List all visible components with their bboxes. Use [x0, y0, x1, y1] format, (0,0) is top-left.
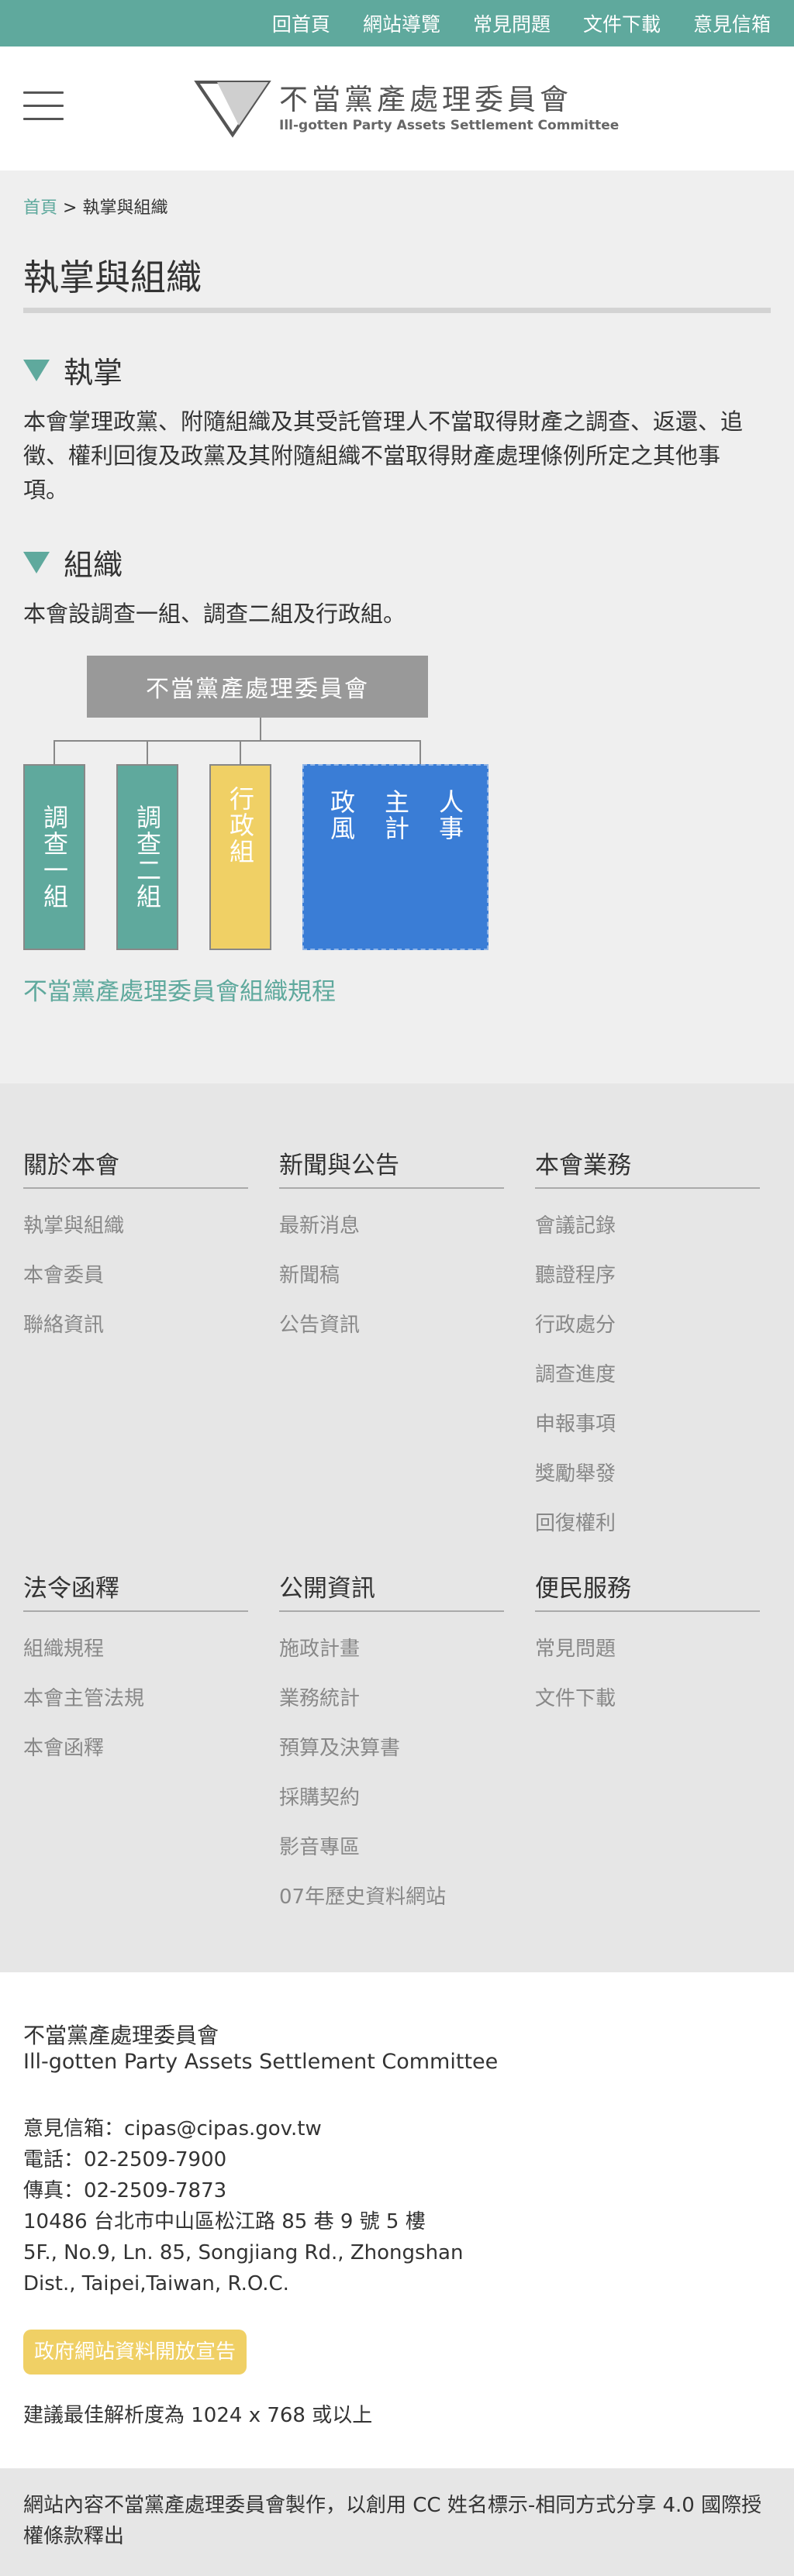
top-nav-faq[interactable]: 常見問題	[472, 13, 551, 36]
footer-org-name-en: Ill-gotten Party Assets Settlement Commi…	[23, 2050, 499, 2074]
org-chart-root: 不當黨產處理委員會	[87, 656, 428, 718]
breadcrumb: 首頁 > 執掌與組織	[23, 194, 167, 219]
footer-link[interactable]: 本會委員	[23, 1264, 105, 1287]
org-chart-connector	[54, 740, 55, 764]
section-duties-text: 本會掌理政黨、附隨組織及其受託管理人不當取得財產之調查、返還、追徵、權利回復及政…	[23, 408, 744, 503]
footer-col-about: 關於本會 執掌與組織 本會委員 聯絡資訊	[23, 1145, 248, 1350]
org-chart-connector	[419, 740, 421, 764]
section-org-text: 本會設調查一組、調查二組及行政組。	[23, 601, 406, 627]
footer-link[interactable]: 會議記錄	[535, 1214, 616, 1238]
org-chart-connector	[147, 740, 148, 764]
footer-col-title: 本會業務	[535, 1145, 760, 1189]
footer-link[interactable]: 回復權利	[535, 1512, 616, 1535]
footer-address-zh: 10486 台北市中山區松江路 85 巷 9 號 5 樓	[23, 2210, 426, 2233]
footer-link[interactable]: 常見問題	[535, 1638, 616, 1661]
section-org-title: 組織	[64, 548, 123, 582]
footer-link[interactable]: 新聞稿	[279, 1264, 340, 1287]
footer-link[interactable]: 施政計畫	[279, 1638, 361, 1661]
org-staff-ethics: 政風	[326, 789, 356, 842]
open-data-declaration-button[interactable]: 政府網站資料開放宣告	[23, 2330, 247, 2375]
logo-title-zh: 不當黨產處理委員會	[279, 83, 572, 116]
footer-col-news: 新聞與公告 最新消息 新聞稿 公告資訊	[279, 1145, 504, 1350]
footer-link[interactable]: 聽證程序	[535, 1264, 616, 1287]
footer-fax: 傳真：02-2509-7873	[23, 2179, 227, 2202]
footer-nav: 關於本會 執掌與組織 本會委員 聯絡資訊 新聞與公告 最新消息 新聞稿 公告資訊…	[0, 1083, 794, 1972]
org-unit-administration[interactable]: 行政組	[209, 764, 271, 950]
triangle-down-icon	[23, 551, 50, 573]
footer-link[interactable]: 預算及決算書	[279, 1737, 401, 1760]
org-unit-label: 調查一組	[40, 804, 69, 910]
org-unit-staff[interactable]: 人事 主計 政風	[302, 764, 488, 950]
footer-col-title: 公開資訊	[279, 1569, 504, 1612]
footer-col-services: 便民服務 常見問題 文件下載	[535, 1569, 760, 1724]
footer-col-business: 本會業務 會議記錄 聽證程序 行政處分 調查進度 申報事項 獎勵舉發 回復權利	[535, 1145, 760, 1548]
site-header: 不當黨產處理委員會 Ill-gotten Party Assets Settle…	[0, 46, 794, 170]
footer-info: 不當黨產處理委員會 Ill-gotten Party Assets Settle…	[0, 1972, 794, 2468]
top-nav-downloads[interactable]: 文件下載	[582, 13, 661, 36]
top-nav-feedback[interactable]: 意見信箱	[692, 13, 771, 36]
breadcrumb-separator: >	[63, 198, 78, 218]
org-staff-accounting: 主計	[381, 789, 410, 842]
logo-triangle-icon	[194, 81, 271, 138]
footer-phone: 電話：02-2509-7900	[23, 2148, 227, 2171]
triangle-down-icon	[23, 359, 50, 381]
footer-link[interactable]: 本會函釋	[23, 1737, 105, 1760]
footer-link[interactable]: 最新消息	[279, 1214, 361, 1238]
footer-copyright: 網站內容不當黨產處理委員會製作，以創用 CC 姓名標示-相同方式分享 4.0 國…	[0, 2468, 794, 2576]
footer-org-name-zh: 不當黨產處理委員會	[23, 2023, 219, 2048]
org-unit-label: 行政組	[226, 786, 255, 865]
section-org-heading: 組織	[23, 541, 123, 584]
top-nav-sitemap[interactable]: 網站導覽	[362, 13, 440, 36]
hamburger-icon[interactable]	[23, 91, 64, 122]
footer-address-en-line1: 5F., No.9, Ln. 85, Songjiang Rd., Zhongs…	[23, 2241, 464, 2264]
footer-link[interactable]: 調查進度	[535, 1363, 616, 1386]
footer-link[interactable]: 獎勵舉發	[535, 1462, 616, 1486]
breadcrumb-home[interactable]: 首頁	[23, 198, 58, 218]
footer-link[interactable]: 本會主管法規	[23, 1687, 145, 1710]
footer-col-title: 便民服務	[535, 1569, 760, 1612]
footer-link[interactable]: 07年歷史資料網站	[279, 1886, 447, 1909]
top-nav: 回首頁 網站導覽 常見問題 文件下載 意見信箱	[0, 0, 794, 46]
org-chart-connector	[260, 718, 261, 741]
org-chart-connector	[240, 740, 241, 764]
org-unit-investigation-2[interactable]: 調查二組	[116, 764, 178, 950]
footer-col-public-info: 公開資訊 施政計畫 業務統計 預算及決算書 採購契約 影音專區 07年歷史資料網…	[279, 1569, 504, 1922]
org-chart-connector	[54, 740, 421, 742]
footer-link[interactable]: 聯絡資訊	[23, 1314, 105, 1337]
footer-link[interactable]: 行政處分	[535, 1314, 616, 1337]
main-content: 首頁 > 執掌與組織 執掌與組織 執掌 本會掌理政黨、附隨組織及其受託管理人不當…	[0, 170, 794, 1083]
org-unit-investigation-1[interactable]: 調查一組	[23, 764, 85, 950]
logo-title-en: Ill-gotten Party Assets Settlement Commi…	[279, 118, 620, 133]
footer-resolution-note: 建議最佳解析度為 1024 x 768 或以上	[23, 2404, 373, 2427]
org-regulation-link[interactable]: 不當黨產處理委員會組織規程	[23, 978, 336, 1006]
footer-link[interactable]: 申報事項	[535, 1413, 616, 1436]
section-duties-title: 執掌	[64, 356, 123, 390]
footer-col-title: 法令函釋	[23, 1569, 248, 1612]
top-nav-home[interactable]: 回首頁	[271, 13, 330, 36]
footer-link[interactable]: 公告資訊	[279, 1314, 361, 1337]
org-staff-personnel: 人事	[435, 789, 464, 842]
footer-col-title: 新聞與公告	[279, 1145, 504, 1189]
footer-link[interactable]: 採購契約	[279, 1786, 361, 1810]
org-unit-label: 調查二組	[133, 804, 162, 910]
footer-col-title: 關於本會	[23, 1145, 248, 1189]
title-divider	[23, 308, 771, 313]
footer-address-en-line2: Dist., Taipei,Taiwan, R.O.C.	[23, 2272, 289, 2295]
footer-link[interactable]: 執掌與組織	[23, 1214, 125, 1238]
page-title: 執掌與組織	[23, 257, 202, 298]
footer-email[interactable]: 意見信箱：cipas@cipas.gov.tw	[23, 2117, 322, 2140]
footer-link[interactable]: 業務統計	[279, 1687, 361, 1710]
footer-link[interactable]: 影音專區	[279, 1836, 361, 1859]
section-duties-heading: 執掌	[23, 349, 123, 391]
footer-link[interactable]: 組織規程	[23, 1638, 105, 1661]
org-chart: 不當黨產處理委員會 調查一組 調查二組 行政組 人事 主計 政風	[23, 656, 488, 966]
footer-link[interactable]: 文件下載	[535, 1687, 616, 1710]
footer-col-laws: 法令函釋 組織規程 本會主管法規 本會函釋	[23, 1569, 248, 1773]
site-logo[interactable]: 不當黨產處理委員會 Ill-gotten Party Assets Settle…	[194, 79, 619, 138]
breadcrumb-current: 執掌與組織	[82, 198, 168, 218]
